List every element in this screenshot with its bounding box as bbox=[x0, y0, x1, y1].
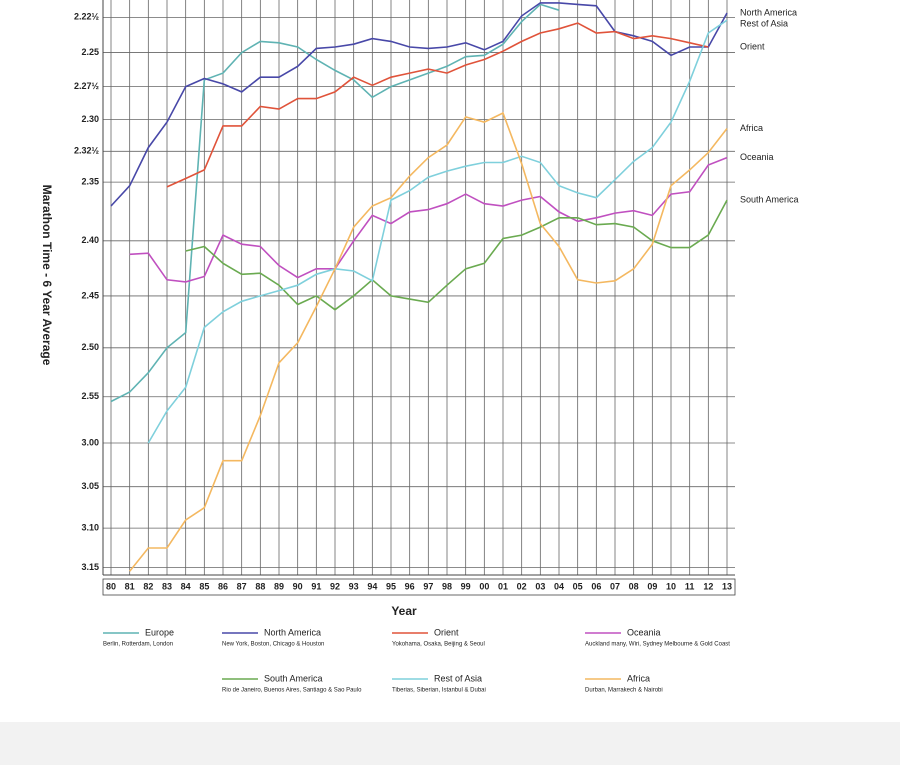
y-tick-label: 2.40 bbox=[81, 235, 99, 245]
x-tick-label: 80 bbox=[106, 581, 116, 591]
x-tick-label: 88 bbox=[255, 581, 265, 591]
legend-description: Auckland many, Wiri, Sydney Melbourne & … bbox=[585, 642, 730, 648]
series-line bbox=[166, 22, 709, 188]
legend-label: Europe bbox=[145, 627, 174, 637]
x-tick-label: 04 bbox=[554, 581, 564, 591]
x-tick-label: 89 bbox=[274, 581, 284, 591]
y-tick-label: 2.45 bbox=[81, 290, 99, 300]
y-tick-label: 2.55 bbox=[81, 391, 99, 401]
x-tick-label: 87 bbox=[237, 581, 247, 591]
legend-label: Rest of Asia bbox=[434, 673, 482, 683]
legend-label: North America bbox=[264, 627, 321, 637]
legend-description: Berlin, Rotterdam, London bbox=[103, 642, 173, 648]
end-label: North America bbox=[740, 7, 797, 17]
series-line bbox=[185, 199, 728, 311]
series-line bbox=[110, 3, 560, 403]
x-tick-label: 02 bbox=[517, 581, 527, 591]
x-tick-label: 84 bbox=[181, 581, 191, 591]
legend-description: New York, Boston, Chicago & Houston bbox=[222, 642, 324, 648]
x-tick-label: 93 bbox=[349, 581, 359, 591]
x-tick-label: 96 bbox=[405, 581, 415, 591]
series-line bbox=[129, 156, 728, 283]
x-axis-title: Year bbox=[391, 604, 417, 618]
x-tick-label: 98 bbox=[442, 581, 452, 591]
y-tick-label: 3.10 bbox=[81, 522, 99, 532]
y-axis-title: Marathon Time - 6 Year Average bbox=[40, 185, 54, 366]
x-tick-label: 95 bbox=[386, 581, 396, 591]
end-label: Africa bbox=[740, 123, 763, 133]
x-tick-label: 08 bbox=[629, 581, 639, 591]
legend-description: Durban, Marrakech & Nairobi bbox=[585, 688, 663, 694]
end-label: Rest of Asia bbox=[740, 18, 788, 28]
y-tick-label: 2.25 bbox=[81, 47, 99, 57]
y-tick-label: 2.32½ bbox=[74, 146, 100, 156]
x-tick-label: 07 bbox=[610, 581, 620, 591]
x-tick-label: 83 bbox=[162, 581, 172, 591]
x-axis-box bbox=[102, 578, 736, 596]
legend-label: South America bbox=[264, 673, 323, 683]
legend-description: Rio de Janeiro, Buenos Aires, Santiago &… bbox=[222, 688, 362, 694]
x-tick-label: 13 bbox=[722, 581, 732, 591]
legend-description: Yokohama, Osaka, Beijing & Seoul bbox=[392, 642, 485, 648]
x-tick-label: 00 bbox=[479, 581, 489, 591]
x-tick-label: 86 bbox=[218, 581, 228, 591]
x-tick-label: 91 bbox=[311, 581, 321, 591]
legend-description: Tiberias, Siberian, Istanbul & Dubai bbox=[392, 688, 486, 694]
y-tick-label: 2.35 bbox=[81, 176, 99, 186]
x-tick-label: 94 bbox=[367, 581, 377, 591]
x-tick-label: 09 bbox=[647, 581, 657, 591]
y-tick-label: 2.50 bbox=[81, 342, 99, 352]
x-tick-label: 01 bbox=[498, 581, 508, 591]
x-tick-label: 10 bbox=[666, 581, 676, 591]
legend-label: Orient bbox=[434, 627, 459, 637]
x-tick-label: 82 bbox=[143, 581, 153, 591]
y-tick-label: 3.00 bbox=[81, 437, 99, 447]
end-label: Oceania bbox=[740, 152, 774, 162]
x-tick-label: 85 bbox=[199, 581, 209, 591]
y-tick-label: 2.27½ bbox=[74, 81, 100, 91]
legend-label: Africa bbox=[627, 673, 650, 683]
legend-label: Oceania bbox=[627, 627, 661, 637]
x-tick-label: 99 bbox=[461, 581, 471, 591]
x-tick-label: 97 bbox=[423, 581, 433, 591]
y-tick-label: 2.22½ bbox=[74, 12, 100, 22]
end-label: Orient bbox=[740, 41, 765, 51]
background bbox=[0, 0, 900, 722]
x-tick-label: 03 bbox=[535, 581, 545, 591]
x-tick-label: 11 bbox=[685, 581, 695, 591]
series-line bbox=[147, 19, 728, 444]
series-line bbox=[110, 2, 728, 207]
x-tick-label: 06 bbox=[591, 581, 601, 591]
x-tick-label: 92 bbox=[330, 581, 340, 591]
y-tick-label: 3.05 bbox=[81, 481, 99, 491]
y-tick-label: 2.30 bbox=[81, 114, 99, 124]
y-tick-label: 3.15 bbox=[81, 562, 99, 572]
x-tick-label: 81 bbox=[125, 581, 135, 591]
series-line bbox=[129, 111, 728, 572]
x-tick-label: 12 bbox=[703, 581, 713, 591]
x-tick-label: 90 bbox=[293, 581, 303, 591]
end-label: South America bbox=[740, 194, 799, 204]
x-tick-label: 05 bbox=[573, 581, 583, 591]
